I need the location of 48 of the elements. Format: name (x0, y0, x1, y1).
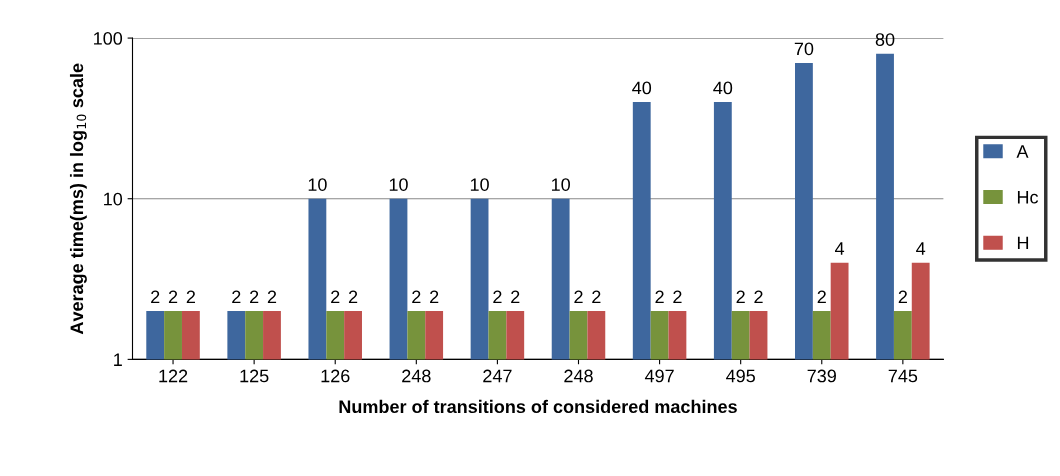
legend-label: A (1016, 145, 1029, 158)
x-tick-label: 739 (807, 369, 836, 383)
data-label: 2 (430, 290, 439, 304)
y-tick-label: 100 (94, 32, 123, 45)
x-axis-title: Number of transitions of considered machines (339, 399, 737, 414)
legend-label: H (1017, 236, 1029, 250)
data-label: 4 (835, 242, 845, 255)
data-label: 10 (470, 178, 489, 191)
x-tick-label: 248 (564, 369, 593, 383)
data-label: 40 (713, 81, 733, 95)
data-label: 2 (267, 290, 277, 304)
x-tick-label: 745 (888, 369, 918, 383)
x-tick-label: 125 (240, 369, 269, 383)
data-label: 2 (754, 290, 763, 304)
y-tick-label: 1 (114, 353, 122, 366)
data-label: 80 (875, 33, 895, 46)
data-label: 10 (551, 178, 570, 191)
data-label: 2 (511, 290, 520, 304)
data-label: 10 (308, 178, 327, 191)
data-label: 2 (232, 290, 241, 304)
data-label: 2 (673, 290, 682, 304)
data-label: 40 (632, 81, 652, 95)
x-tick-label: 495 (726, 369, 755, 383)
data-label: 2 (250, 290, 259, 304)
data-label: 2 (493, 290, 502, 304)
data-label: 2 (186, 290, 195, 304)
y-axis-title: Average time(ms) in log$_{10}$ scale (69, 63, 87, 335)
data-label: 2 (592, 290, 601, 304)
x-tick-label: 122 (159, 369, 188, 383)
data-label: 2 (574, 290, 583, 304)
data-label: 2 (331, 290, 340, 304)
data-label: 2 (151, 290, 160, 304)
data-label: 2 (412, 290, 421, 304)
data-label: 2 (817, 290, 826, 304)
data-label: 70 (794, 42, 814, 56)
x-tick-label: 497 (644, 369, 674, 383)
x-tick-label: 247 (483, 369, 512, 383)
data-label: 2 (736, 290, 745, 304)
legend-label: Hc (1017, 190, 1039, 204)
y-tick-label: 10 (104, 192, 123, 206)
x-tick-label: 248 (402, 369, 431, 383)
data-label: 2 (655, 290, 664, 304)
data-label: 10 (389, 178, 408, 191)
data-label: 2 (348, 290, 358, 304)
data-label: 2 (898, 290, 907, 304)
data-label: 2 (168, 290, 178, 304)
x-tick-label: 126 (321, 369, 350, 383)
data-label: 4 (916, 242, 926, 255)
